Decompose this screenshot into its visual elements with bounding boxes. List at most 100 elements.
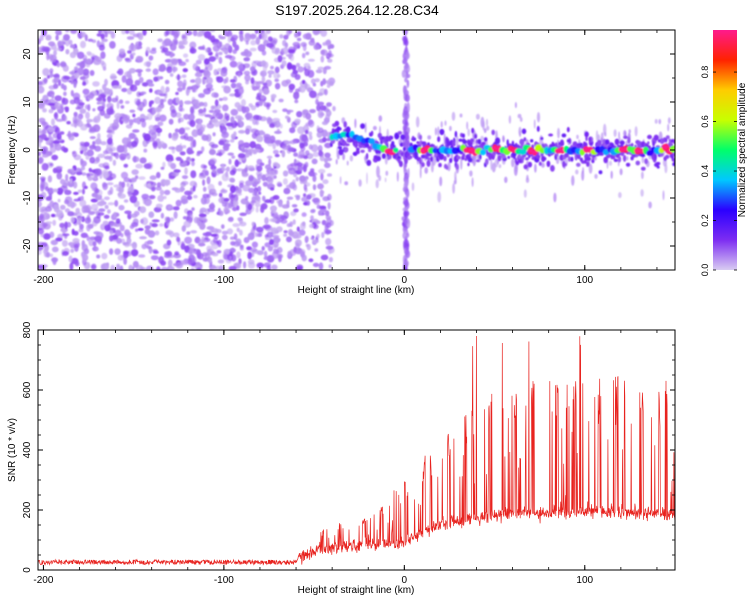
heatmap-cell — [286, 199, 290, 208]
heatmap-cell — [229, 93, 236, 97]
heatmap-cell — [167, 159, 173, 167]
heatmap-cell — [61, 97, 69, 105]
heatmap-cell — [349, 138, 354, 143]
heatmap-cell — [63, 91, 67, 97]
heatmap-cell — [406, 102, 410, 113]
heatmap-cell — [130, 249, 139, 257]
heatmap-cell — [396, 171, 399, 182]
heatmap-cell — [272, 162, 279, 167]
heatmap-cell — [59, 61, 67, 67]
heatmap-cell — [575, 169, 579, 175]
heatmap-cell — [81, 240, 86, 248]
heatmap-cell — [138, 176, 146, 181]
heatmap-cell — [459, 113, 463, 118]
heatmap-cell — [190, 79, 196, 83]
heatmap-cell — [582, 167, 585, 174]
heatmap-cell — [42, 212, 51, 220]
heatmap-cell — [483, 128, 487, 134]
heatmap-cell — [192, 62, 198, 71]
heatmap-cell — [124, 232, 132, 236]
heatmap-cell — [221, 131, 229, 139]
heatmap-cell — [229, 169, 236, 176]
heatmap-cell — [533, 119, 536, 129]
heatmap-cell — [107, 209, 111, 214]
heatmap-cell — [378, 115, 383, 122]
heatmap-cell — [462, 139, 468, 144]
heatmap-cell — [525, 157, 529, 161]
heatmap-cell — [236, 227, 240, 232]
heatmap-cell — [286, 196, 294, 200]
heatmap-cell — [327, 193, 332, 201]
heatmap-cell — [531, 150, 538, 155]
heatmap-cell — [137, 71, 142, 78]
heatmap-cell — [255, 36, 260, 45]
heatmap-cell — [519, 117, 523, 122]
heatmap-cell — [437, 136, 441, 143]
heatmap-cell — [126, 36, 135, 40]
heatmap-cell — [306, 200, 311, 206]
heatmap-cell — [118, 48, 126, 55]
heatmap-cell — [70, 90, 74, 97]
heatmap-cell — [318, 168, 326, 174]
y-tick-label: -10 — [22, 190, 33, 205]
heatmap-cell — [655, 161, 661, 166]
x-tick-label: 100 — [576, 275, 593, 286]
heatmap-cell — [73, 111, 78, 117]
heatmap-cell — [88, 167, 93, 173]
heatmap-cell — [159, 93, 167, 97]
heatmap-cell — [475, 113, 480, 120]
heatmap-cell — [126, 182, 130, 188]
heatmap-cell — [325, 222, 332, 229]
heatmap-cell — [498, 164, 502, 169]
heatmap-cell — [164, 189, 171, 196]
heatmap-cell — [647, 134, 652, 140]
heatmap-cell — [268, 158, 272, 166]
heatmap-cell — [388, 135, 392, 142]
heatmap-cell — [49, 145, 57, 154]
heatmap-cell — [155, 203, 163, 209]
heatmap-cell — [98, 44, 105, 51]
heatmap-cell — [385, 170, 389, 176]
heatmap-cell — [255, 103, 260, 108]
heatmap-cell — [530, 139, 534, 143]
heatmap-cell — [86, 58, 92, 65]
heatmap-cell — [286, 164, 294, 171]
heatmap-cell — [523, 189, 527, 198]
heatmap-cell — [294, 74, 301, 80]
heatmap-cell — [345, 132, 351, 138]
heatmap-cell — [461, 133, 465, 138]
heatmap-cell — [443, 155, 447, 162]
heatmap-cell — [521, 128, 527, 135]
heatmap-cell — [483, 137, 488, 142]
heatmap-cell — [123, 199, 129, 203]
heatmap-cell — [221, 230, 229, 235]
heatmap-cell — [175, 156, 182, 161]
colorbar-tick-label: 0.6 — [700, 115, 710, 128]
heatmap-cell — [225, 115, 230, 122]
heatmap-cell — [96, 33, 102, 37]
heatmap-cell — [129, 84, 138, 92]
heatmap-cell — [598, 170, 603, 175]
heatmap-cell — [289, 127, 296, 134]
heatmap-cell — [211, 192, 218, 197]
heatmap-cell — [236, 205, 240, 211]
heatmap-cell — [265, 30, 271, 35]
heatmap-cell — [148, 55, 154, 61]
heatmap-cell — [405, 239, 410, 248]
heatmap-cell — [73, 198, 81, 202]
heatmap-cell — [250, 40, 257, 46]
heatmap-cell — [344, 181, 349, 186]
heatmap-cell — [184, 190, 192, 196]
heatmap-cell — [311, 158, 318, 165]
y-tick-label: 400 — [22, 441, 33, 458]
heatmap-cell — [96, 254, 101, 259]
heatmap-cell — [404, 219, 408, 224]
heatmap-cell — [251, 221, 255, 227]
heatmap-cell — [87, 104, 91, 112]
heatmap-cell — [200, 196, 207, 205]
heatmap-cell — [274, 78, 280, 83]
heatmap-cell — [95, 156, 100, 162]
heatmap-cell — [163, 38, 172, 46]
heatmap-cell — [648, 201, 652, 209]
heatmap-cell — [179, 151, 186, 156]
